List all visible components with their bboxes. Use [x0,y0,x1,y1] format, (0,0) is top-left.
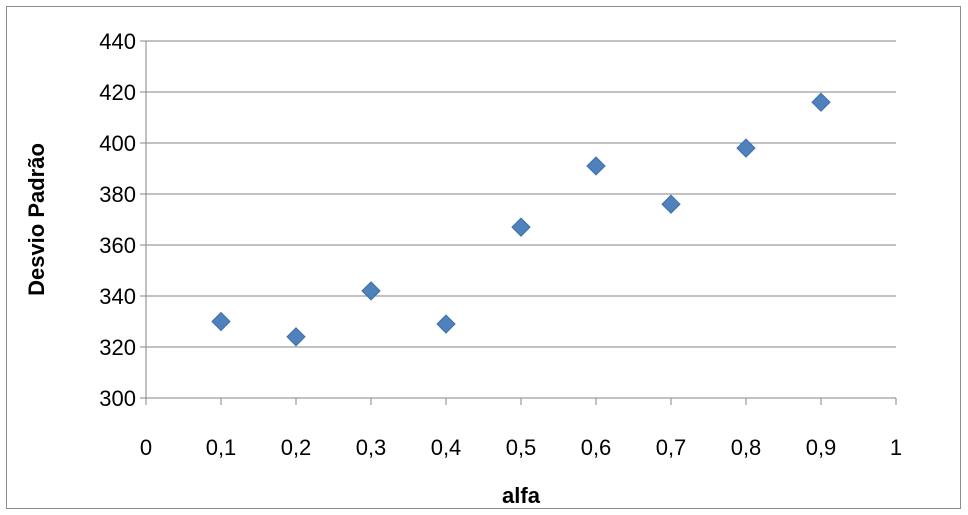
x-tick-label-7: 0,7 [656,435,687,460]
x-tick-label-3: 0,3 [356,435,387,460]
x-tick-label-0: 0 [140,435,152,460]
y-tick-label-300: 300 [99,386,136,411]
data-point-0-7 [736,138,756,158]
x-tick-label-4: 0,4 [431,435,462,460]
x-tick-label-8: 0,8 [731,435,762,460]
x-tick-labels: 0 0,1 0,2 0,3 0,4 0,5 0,6 0,7 0,8 0,9 1 [140,435,902,460]
y-tick-label-420: 420 [99,80,136,105]
y-tick-label-340: 340 [99,284,136,309]
x-tick-label-6: 0,6 [581,435,612,460]
y-axis-title: Desvio Padrão [24,143,49,296]
data-point-0-6 [661,194,681,214]
y-tick-label-400: 400 [99,131,136,156]
y-tick-label-380: 380 [99,182,136,207]
data-point-0-4 [511,217,531,237]
data-point-0-1 [286,327,306,347]
data-points [211,92,831,347]
y-tick-label-360: 360 [99,233,136,258]
data-point-0-5 [586,156,606,176]
x-tick-label-2: 0,2 [281,435,312,460]
x-axis-title: alfa [502,483,541,508]
chart-frame [6,6,961,509]
data-point-0-2 [361,281,381,301]
axes [140,40,897,405]
x-tick-label-5: 0,5 [506,435,537,460]
y-tick-label-320: 320 [99,335,136,360]
x-tick-label-1: 0,1 [206,435,237,460]
y-tick-label-440: 440 [99,29,136,54]
x-tick-label-9: 0,9 [806,435,837,460]
data-point-0-8 [811,92,831,112]
gridlines [146,40,896,348]
data-point-0-3 [436,314,456,334]
y-tick-labels: 300 320 340 360 380 400 420 440 [99,29,136,411]
data-point-0-0 [211,311,231,332]
x-tick-label-10: 1 [890,435,902,460]
